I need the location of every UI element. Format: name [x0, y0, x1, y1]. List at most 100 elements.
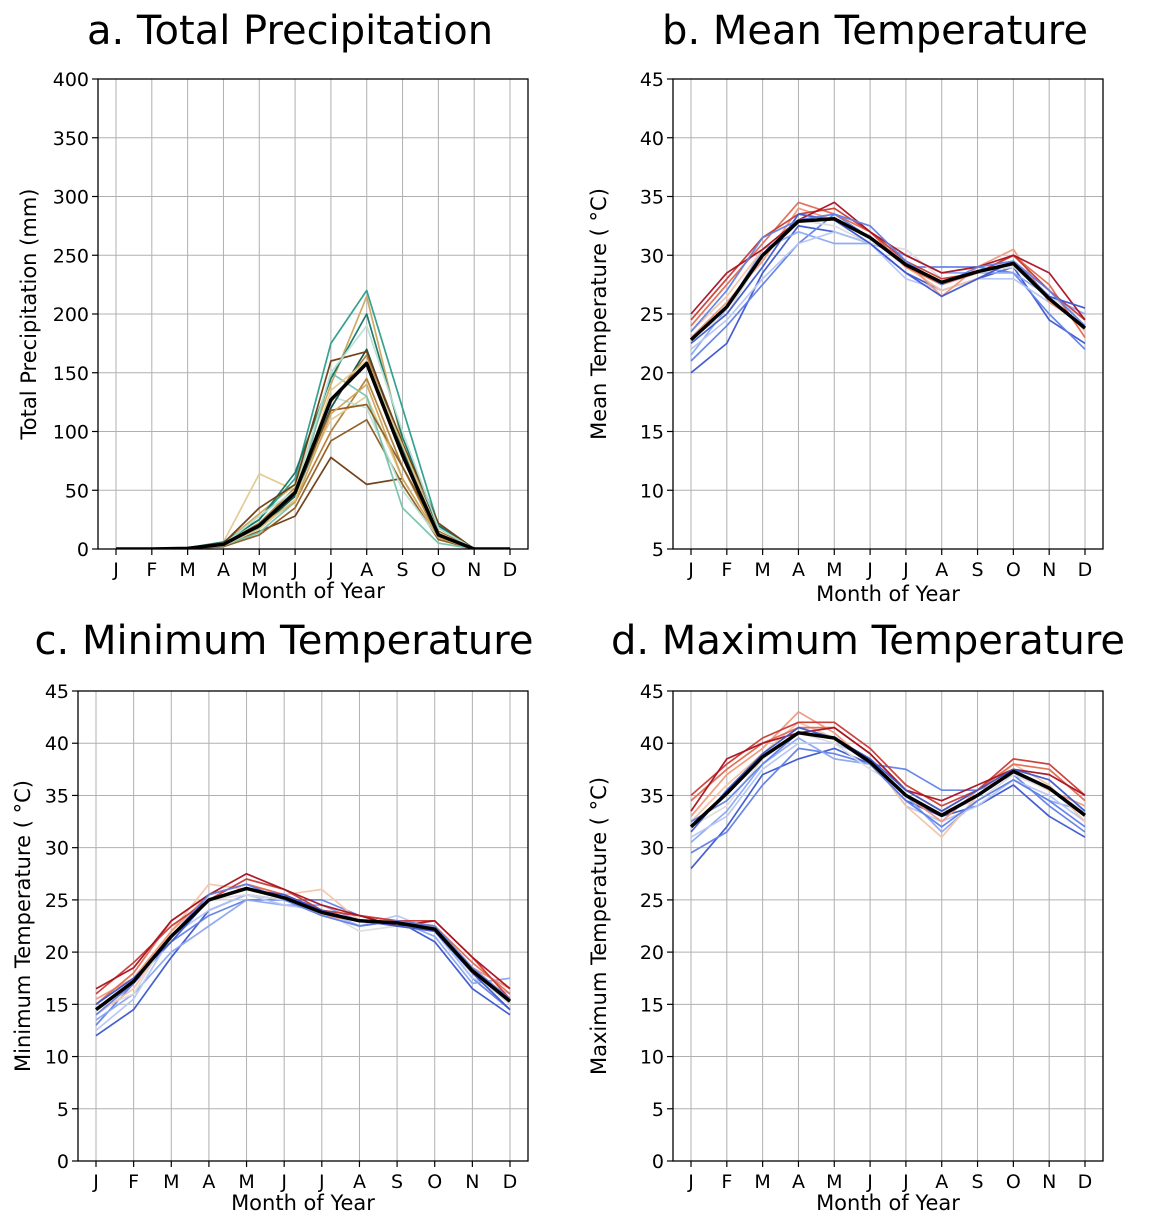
y-tick-label: 250 — [53, 245, 89, 267]
x-tick-label: A — [360, 559, 373, 581]
series-line — [690, 230, 1086, 350]
mean-line — [689, 217, 1087, 342]
y-tick-label: 15 — [640, 422, 664, 444]
y-tick-label: 5 — [57, 1099, 69, 1121]
panel-maximum-temperature: d. Maximum Temperature 0 5 10 15 20 25 30 35 40 45… — [587, 618, 1125, 1215]
y-tick-label: 35 — [640, 785, 664, 807]
x-tick-label: N — [1042, 559, 1056, 581]
y-tick-label: 20 — [45, 942, 69, 964]
y-tick-label: 150 — [53, 363, 89, 385]
y-tick-label: 45 — [45, 681, 69, 703]
x-tick-label: F — [146, 559, 157, 581]
y-tick-label: 0 — [57, 1151, 69, 1173]
x-tick-label: J — [866, 559, 873, 581]
series-line — [116, 377, 510, 549]
x-tick-label: S — [391, 1171, 403, 1193]
series-line — [116, 383, 510, 549]
x-tick-label: O — [431, 559, 446, 581]
y-tick-label: 20 — [640, 942, 664, 964]
chart-title: b. Mean Temperature — [662, 8, 1088, 54]
x-tick-label: A — [353, 1171, 366, 1193]
series-line — [116, 371, 510, 549]
series-group — [689, 201, 1087, 374]
x-tick-label: M — [826, 559, 842, 581]
series-line — [690, 737, 1086, 844]
x-tick-label: J — [687, 1171, 694, 1193]
y-tick-label: 5 — [652, 539, 664, 561]
y-tick-label: 25 — [640, 890, 664, 912]
y-tick-label: 10 — [640, 1047, 664, 1069]
x-tick-label: D — [503, 1171, 518, 1193]
x-tick-label: J — [112, 559, 119, 581]
x-tick-label: D — [503, 559, 518, 581]
y-tick-label: 40 — [640, 733, 664, 755]
series-line — [690, 219, 1086, 339]
y-tick-label: 50 — [65, 480, 89, 502]
x-tick-label: D — [1078, 1171, 1093, 1193]
y-tick-label: 0 — [77, 539, 89, 561]
panel-total-precipitation: a. Total Precipitation 0 50 100 150 200 250 300… — [17, 8, 529, 603]
y-tick-label: 25 — [640, 304, 664, 326]
x-tick-label: N — [467, 559, 481, 581]
x-tick-label: O — [1006, 559, 1021, 581]
y-tick-label: 5 — [652, 1099, 664, 1121]
y-tick-label: 40 — [45, 733, 69, 755]
y-tick-label: 35 — [640, 187, 664, 209]
x-tick-label: A — [935, 1171, 948, 1193]
x-tick-label: A — [935, 559, 948, 581]
x-tick-label: J — [866, 1171, 873, 1193]
x-axis-label: Month of Year — [816, 582, 960, 606]
series-line — [116, 324, 510, 549]
series-line — [690, 207, 1086, 321]
x-tick-label: A — [792, 1171, 805, 1193]
x-tick-label: J — [318, 1171, 325, 1193]
x-tick-label: F — [128, 1171, 139, 1193]
series-line — [690, 213, 1086, 345]
x-tick-label: J — [280, 1171, 287, 1193]
x-tick-label: O — [1006, 1171, 1021, 1193]
x-axis-label: Month of Year — [231, 1191, 375, 1215]
x-tick-label: S — [972, 559, 984, 581]
series-group — [94, 872, 512, 1037]
y-tick-label: 35 — [45, 785, 69, 807]
series-line — [690, 731, 1086, 828]
y-tick-label: 30 — [45, 838, 69, 860]
y-axis-label: Mean Temperature ( °C) — [587, 188, 611, 440]
mean-line — [689, 731, 1087, 829]
y-tick-label: 400 — [53, 69, 89, 91]
y-tick-label: 10 — [45, 1047, 69, 1069]
y-tick-label: 300 — [53, 187, 89, 209]
x-tick-label: M — [754, 559, 770, 581]
panel-minimum-temperature: c. Minimum Temperature 0 5 10 15 20 25 30 35 40 45… — [11, 618, 533, 1215]
series-line — [95, 893, 511, 1032]
y-tick-label: 30 — [640, 245, 664, 267]
y-tick-label: 100 — [53, 422, 89, 444]
axes-frame — [77, 690, 529, 1162]
x-tick-label: N — [465, 1171, 479, 1193]
x-tick-label: A — [202, 1171, 215, 1193]
chart-title: a. Total Precipitation — [87, 8, 493, 54]
y-tick-label: 350 — [53, 128, 89, 150]
x-tick-label: N — [1042, 1171, 1056, 1193]
series-line — [95, 899, 511, 1026]
y-tick-label: 200 — [53, 304, 89, 326]
y-tick-label: 10 — [640, 480, 664, 502]
x-tick-label: O — [427, 1171, 442, 1193]
x-tick-label: J — [92, 1171, 99, 1193]
y-tick-label: 15 — [640, 994, 664, 1016]
x-tick-label: M — [238, 1171, 254, 1193]
y-tick-label: 45 — [640, 681, 664, 703]
series-group — [689, 711, 1087, 870]
x-tick-label: F — [721, 1171, 732, 1193]
series-line — [690, 213, 1086, 333]
chart-title: c. Minimum Temperature — [35, 618, 534, 664]
x-tick-label: M — [826, 1171, 842, 1193]
x-tick-label: J — [291, 559, 298, 581]
x-tick-label: J — [902, 1171, 909, 1193]
y-tick-label: 45 — [640, 69, 664, 91]
mean-line — [94, 886, 512, 1011]
y-tick-label: 0 — [652, 1151, 664, 1173]
y-tick-label: 25 — [45, 890, 69, 912]
x-tick-label: J — [687, 559, 694, 581]
